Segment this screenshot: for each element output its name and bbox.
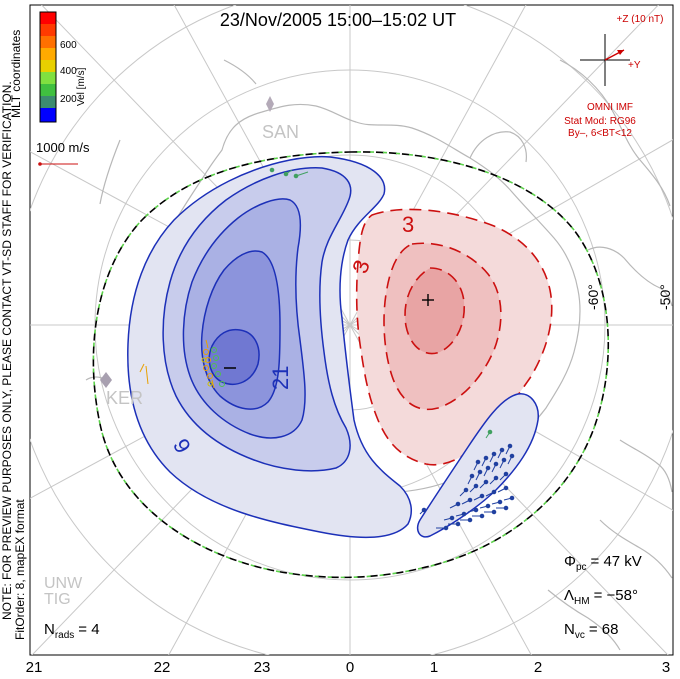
mlt-axis: 21 22 23 0 1 2 3	[26, 659, 671, 676]
stat-lambda-hm: ΛHM = −58°	[564, 587, 638, 607]
mlt-tick-0: 0	[346, 659, 354, 674]
station-ker-label: KER	[106, 388, 143, 408]
imf-dial: +Z (10 nT) +Y OMNI IMF Stat Mod: RG96 By…	[564, 14, 663, 139]
stat-n-vc: Nvc = 68	[564, 621, 618, 641]
mlt-tick-1: 1	[430, 659, 438, 674]
lat-label-60: -60°	[585, 284, 601, 310]
contour-neg-lobe	[416, 393, 539, 538]
vector-scale-label: 1000 m/s	[36, 140, 90, 155]
velocity-vectors-west	[139, 339, 225, 389]
map-title: 23/Nov/2005 15:00–15:02 UT	[220, 10, 456, 30]
colorbar-tick-200: 200	[60, 94, 77, 105]
stat-model-line1: Stat Mod: RG96	[564, 116, 636, 127]
contour-label-neg-b: 21	[268, 366, 293, 390]
contour-label-pos-a: 3	[402, 212, 414, 237]
station-unw-label: UNW	[44, 575, 83, 592]
stat-phi-pc: Φpc = 47 kV	[564, 553, 642, 573]
fit-statistics: Φpc = 47 kV ΛHM = −58° Nvc = 68 Nrads = 4	[44, 553, 642, 641]
imf-by-label: +Y	[628, 60, 641, 71]
coordinates-label: MLT coordinates	[9, 30, 23, 118]
mlt-tick-2: 2	[534, 659, 542, 674]
positive-convection-cell	[355, 208, 553, 466]
station-san-label: SAN	[262, 122, 299, 142]
velocity-vectors-green	[269, 167, 493, 439]
contour-pos-15	[404, 267, 465, 355]
negative-convection-cell	[127, 155, 413, 538]
velocity-colorbar: 600 400 200 Vel [m/s]	[39, 11, 87, 123]
lat-label-50: -50°	[657, 284, 673, 310]
colorbar-tick-400: 400	[60, 66, 77, 77]
station-labels: SAN KER UNW TIG	[44, 122, 299, 608]
mlt-tick-21: 21	[26, 659, 43, 674]
station-san-marker	[266, 96, 274, 112]
colorbar-tick-600: 600	[60, 40, 77, 51]
preview-watermark: NOTE: FOR PREVIEW PURPOSES ONLY, PLEASE …	[0, 81, 14, 620]
mlt-tick-22: 22	[154, 659, 171, 674]
imf-bz-label: +Z (10 nT)	[617, 14, 664, 25]
velocity-vectors-east	[419, 443, 515, 531]
vector-scale-origin	[38, 162, 42, 166]
imf-vector-head	[617, 50, 624, 55]
stat-n-rads: Nrads = 4	[44, 621, 100, 641]
fit-order-label: FitOrder: 8, mapEX format	[13, 499, 27, 640]
station-ker-marker	[100, 372, 112, 388]
heppner-maynard-boundary	[92, 151, 610, 579]
radar-stations	[100, 96, 274, 388]
mlt-tick-23: 23	[254, 659, 271, 674]
stat-model-line2: By–, 6<BT<12	[568, 128, 632, 139]
mlt-tick-3: 3	[662, 659, 670, 674]
station-tig-label: TIG	[44, 591, 71, 608]
imf-source: OMNI IMF	[587, 102, 633, 113]
colorbar-label: Vel [m/s]	[76, 67, 87, 106]
